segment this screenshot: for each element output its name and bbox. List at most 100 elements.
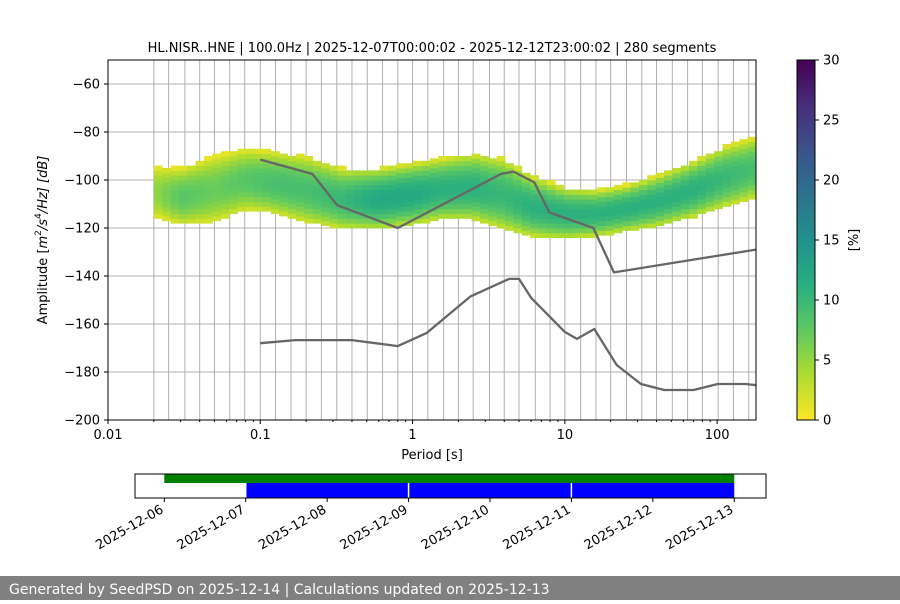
histogram-cell xyxy=(555,184,565,190)
histogram-cell xyxy=(438,199,447,205)
histogram-cell xyxy=(438,194,447,200)
histogram-cell xyxy=(463,170,473,176)
histogram-cell xyxy=(321,196,330,202)
histogram-cell xyxy=(505,172,514,178)
histogram-cell xyxy=(312,199,322,205)
histogram-cell xyxy=(555,194,565,200)
histogram-cell xyxy=(321,172,330,178)
histogram-cell xyxy=(329,189,339,195)
histogram-cell xyxy=(480,194,489,200)
histogram-cell xyxy=(329,175,339,181)
histogram-cell xyxy=(722,192,732,198)
histogram-cell xyxy=(739,172,749,178)
histogram-cell xyxy=(429,211,439,217)
histogram-cell xyxy=(279,196,289,202)
histogram-cell xyxy=(329,223,339,229)
histogram-cell xyxy=(655,216,665,222)
histogram-cell xyxy=(204,160,213,166)
histogram-cell xyxy=(563,204,573,210)
histogram-cell xyxy=(270,165,280,171)
histogram-cell xyxy=(212,182,222,188)
histogram-cell xyxy=(262,177,272,183)
histogram-cell xyxy=(388,189,397,195)
histogram-cell xyxy=(279,158,289,164)
histogram-cell xyxy=(488,177,498,183)
histogram-cell xyxy=(379,175,389,181)
histogram-cell xyxy=(664,199,673,205)
histogram-cell xyxy=(722,172,732,178)
histogram-cell xyxy=(195,160,205,166)
histogram-cell xyxy=(279,187,289,193)
histogram-cell xyxy=(672,187,682,193)
histogram-cell xyxy=(521,187,531,193)
histogram-cell xyxy=(747,146,756,152)
histogram-cell xyxy=(471,158,481,164)
histogram-cell xyxy=(580,213,590,219)
histogram-cell xyxy=(530,184,539,190)
histogram-cell xyxy=(229,199,238,205)
histogram-cell xyxy=(262,153,272,159)
histogram-cell xyxy=(187,175,197,181)
histogram-cell xyxy=(153,208,163,214)
histogram-cell xyxy=(638,204,648,210)
histogram-cell xyxy=(613,228,623,234)
histogram-cell xyxy=(538,194,548,200)
histogram-cell xyxy=(597,211,606,217)
histogram-cell xyxy=(379,170,389,176)
histogram-cell xyxy=(279,172,289,178)
histogram-cell xyxy=(413,194,422,200)
histogram-cell xyxy=(153,213,163,219)
histogram-cell xyxy=(304,194,314,200)
histogram-cell xyxy=(672,177,682,183)
histogram-cell xyxy=(588,213,598,219)
histogram-cell xyxy=(178,199,188,205)
histogram-cell xyxy=(220,208,230,214)
histogram-cell xyxy=(187,170,197,176)
histogram-cell xyxy=(747,141,756,147)
histogram-cell xyxy=(496,223,506,229)
histogram-cell xyxy=(647,199,657,205)
histogram-cell xyxy=(279,182,289,188)
histogram-cell xyxy=(722,158,732,164)
histogram-cell xyxy=(555,204,565,210)
histogram-cell xyxy=(429,216,439,222)
histogram-cell xyxy=(647,213,657,219)
histogram-cell xyxy=(254,182,263,188)
histogram-cell xyxy=(413,199,422,205)
noise-model-high-line xyxy=(259,158,756,274)
histogram-cell xyxy=(212,172,222,178)
histogram-cell xyxy=(329,208,339,214)
histogram-cell xyxy=(237,158,247,164)
histogram-cell xyxy=(262,182,272,188)
histogram-cell xyxy=(638,189,648,195)
histogram-cell xyxy=(379,184,389,190)
histogram-cell xyxy=(622,192,631,198)
histogram-cell xyxy=(421,175,431,181)
x-axis-label: Period [s] xyxy=(401,448,463,463)
histogram-cell xyxy=(279,153,289,159)
histogram-cell xyxy=(404,187,414,193)
histogram-cell xyxy=(538,213,548,219)
histogram-cell xyxy=(730,170,740,176)
histogram-cell xyxy=(329,213,339,219)
histogram-cell xyxy=(546,180,556,186)
histogram-cell xyxy=(254,187,263,193)
histogram-cell xyxy=(237,192,247,198)
histogram-cell xyxy=(471,177,481,183)
colorbar-tick-label: 30 xyxy=(823,54,840,69)
histogram-cell xyxy=(413,189,422,195)
histogram-cell xyxy=(572,189,581,195)
histogram-cell xyxy=(354,204,364,210)
histogram-cell xyxy=(421,213,431,219)
histogram-cell xyxy=(321,192,330,198)
histogram-cell xyxy=(689,199,698,205)
histogram-cell xyxy=(496,189,506,195)
histogram-cell xyxy=(262,163,272,169)
histogram-cell xyxy=(488,192,498,198)
histogram-cell xyxy=(605,196,615,202)
histogram-cell xyxy=(362,208,372,214)
histogram-cell xyxy=(563,223,573,229)
histogram-cell xyxy=(697,194,707,200)
noise-model-low-line xyxy=(260,277,756,392)
histogram-cell xyxy=(488,182,498,188)
